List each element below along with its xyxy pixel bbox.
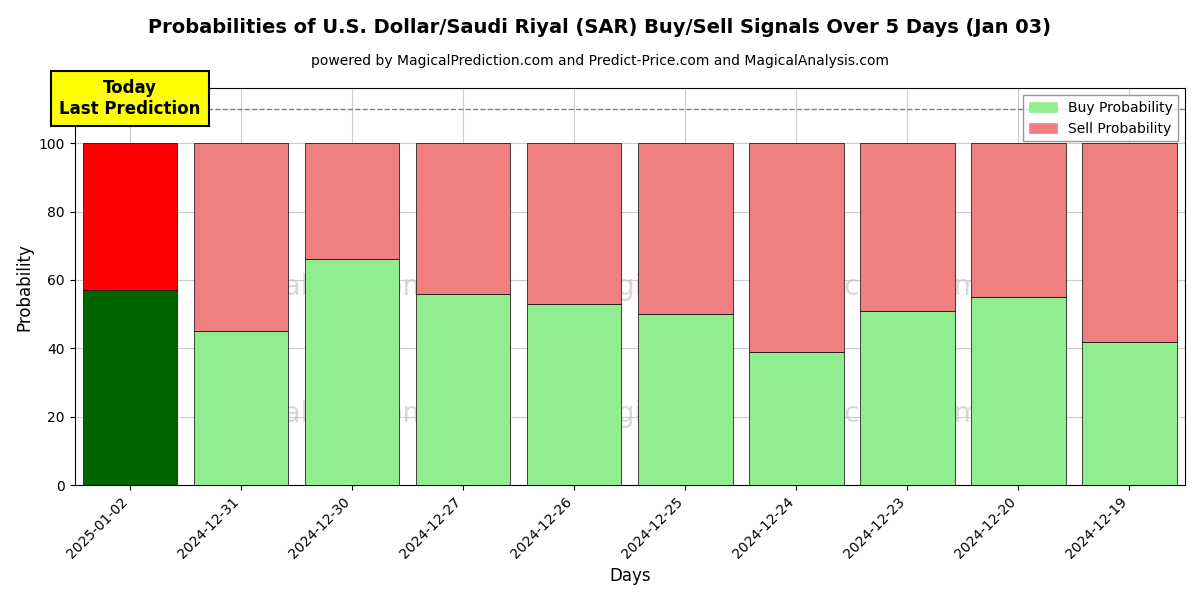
Y-axis label: Probability: Probability (16, 243, 34, 331)
Bar (194, 331, 288, 485)
Bar (860, 143, 955, 311)
Legend: Buy Probability, Sell Probability: Buy Probability, Sell Probability (1024, 95, 1178, 142)
Text: Today
Last Prediction: Today Last Prediction (60, 79, 200, 118)
Text: powered by MagicalPrediction.com and Predict-Price.com and MagicalAnalysis.com: powered by MagicalPrediction.com and Pre… (311, 54, 889, 68)
Bar (83, 143, 178, 290)
Text: lPrediction.com: lPrediction.com (767, 400, 980, 428)
Bar (305, 259, 400, 485)
Text: Magical: Magical (577, 273, 683, 301)
Text: Magical: Magical (577, 400, 683, 428)
Bar (749, 143, 844, 352)
Text: lPrediction.com: lPrediction.com (767, 273, 980, 301)
Bar (860, 311, 955, 485)
Bar (971, 297, 1066, 485)
Bar (83, 290, 178, 485)
Bar (638, 143, 732, 314)
Bar (1082, 341, 1177, 485)
Text: Probabilities of U.S. Dollar/Saudi Riyal (SAR) Buy/Sell Signals Over 5 Days (Jan: Probabilities of U.S. Dollar/Saudi Riyal… (149, 18, 1051, 37)
Bar (1082, 143, 1177, 341)
Bar (749, 352, 844, 485)
Bar (416, 143, 510, 293)
Bar (638, 314, 732, 485)
X-axis label: Days: Days (610, 567, 650, 585)
Text: calAnalysis.com: calAnalysis.com (208, 273, 431, 301)
Bar (971, 143, 1066, 297)
Bar (194, 143, 288, 331)
Bar (305, 143, 400, 259)
Text: calAnalysis.com: calAnalysis.com (208, 400, 431, 428)
Bar (416, 293, 510, 485)
Bar (527, 304, 622, 485)
Bar (527, 143, 622, 304)
